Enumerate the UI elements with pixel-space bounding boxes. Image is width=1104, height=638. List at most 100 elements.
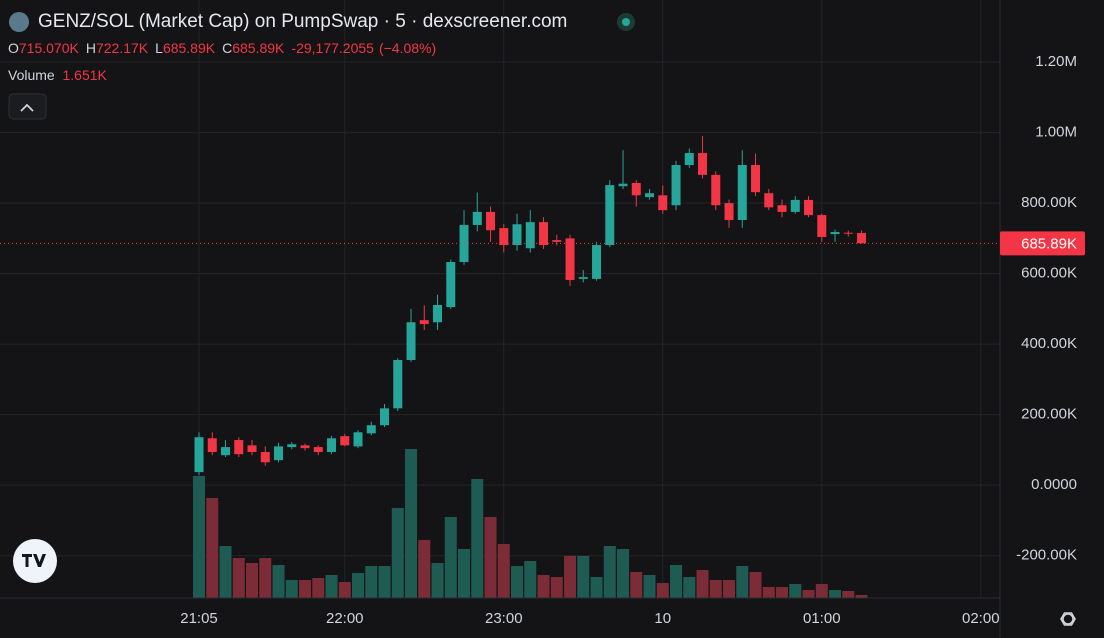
volume-bar <box>219 546 232 598</box>
y-tick-label: 1.00M <box>1035 124 1077 141</box>
tradingview-logo[interactable] <box>13 539 57 583</box>
candle-body <box>605 185 615 246</box>
candle-body <box>843 232 853 234</box>
volume-bar <box>193 476 206 598</box>
volume-bar <box>762 587 775 598</box>
candle-body <box>234 440 244 455</box>
candle-body <box>658 195 668 211</box>
volume-bar <box>709 580 722 598</box>
volume-bar <box>789 584 802 598</box>
volume-bar <box>365 566 378 598</box>
ohlc-value: 722.17K <box>95 40 149 56</box>
x-tick-label: 02:00 <box>962 610 1000 627</box>
candle-body <box>711 174 721 206</box>
y-tick-label: 0.0000 <box>1031 476 1077 493</box>
volume-bar <box>617 549 630 598</box>
candle-body <box>539 222 549 246</box>
volume-bar <box>299 580 312 598</box>
candle-body <box>472 211 482 225</box>
ohlc-value: 685.89K <box>232 40 285 56</box>
volume-bar <box>564 556 577 598</box>
volume-legend: Volume 1.651K <box>8 67 107 83</box>
candle-body <box>194 437 204 473</box>
candle-body <box>552 240 562 242</box>
volume-bar <box>405 449 418 598</box>
volume-bar <box>802 590 815 598</box>
volume-bar <box>511 566 524 598</box>
candle-body <box>764 193 774 208</box>
candle-body <box>313 447 323 453</box>
candle-body <box>247 445 257 453</box>
change: -29,177.2055 <box>291 40 374 56</box>
candle-body <box>287 444 297 448</box>
change-pct: (−4.08%) <box>378 40 437 56</box>
volume-bar <box>325 575 338 598</box>
candle-body <box>618 183 628 187</box>
token-icon <box>9 12 29 32</box>
candle-body <box>817 215 827 237</box>
ohlc-value: 715.070K <box>18 40 79 56</box>
ohlc-key: O <box>8 40 19 56</box>
candle-body <box>857 233 867 244</box>
candle-body <box>684 153 694 166</box>
collapse-button[interactable] <box>8 93 47 120</box>
y-tick-label: 200.00K <box>1021 406 1077 423</box>
volume-bar <box>338 582 351 598</box>
candle-body <box>777 205 787 212</box>
volume-bar <box>352 573 365 598</box>
volume-bar <box>524 561 537 598</box>
volume-bar <box>749 572 762 598</box>
ohlc-key: L <box>155 40 163 56</box>
candle-body <box>565 238 575 280</box>
volume-bar <box>696 570 709 598</box>
candle-body <box>499 228 509 246</box>
candle-body <box>486 211 496 231</box>
volume-bar <box>670 565 683 598</box>
volume-name: Volume <box>8 67 55 83</box>
volume-bar <box>471 479 484 598</box>
title: GENZ/SOL (Market Cap) on PumpSwap · 5 · … <box>38 11 568 32</box>
candle-body <box>274 446 284 461</box>
candle-body <box>380 408 390 426</box>
volume-bar <box>683 577 696 598</box>
volume-bar <box>378 566 391 598</box>
volume-bar <box>497 544 510 598</box>
x-tick-label: 01:00 <box>803 610 841 627</box>
y-tick-label: 1.20M <box>1035 53 1077 70</box>
ohlc-key: H <box>85 40 96 56</box>
volume-bar <box>776 587 789 598</box>
volume-bar <box>829 590 842 598</box>
candle-body <box>592 245 602 279</box>
settings-icon[interactable] <box>1060 612 1076 626</box>
volume-bar <box>206 498 219 598</box>
candle-body <box>698 153 708 175</box>
volume-bar <box>842 591 855 598</box>
volume-value: 1.651K <box>62 67 107 83</box>
candle-body <box>751 165 761 193</box>
candle-body <box>393 359 403 409</box>
candle-body <box>512 224 522 246</box>
candle-body <box>419 320 429 325</box>
volume-bar <box>630 572 643 598</box>
y-tick-label: 400.00K <box>1021 335 1077 352</box>
candle-body <box>737 165 747 221</box>
volume-bar <box>431 563 444 598</box>
ohlc-value: 685.89K <box>162 40 216 56</box>
y-tick-label: 600.00K <box>1021 265 1077 282</box>
candle-body <box>207 438 217 453</box>
volume-bar <box>312 578 325 598</box>
candle-body <box>645 193 655 198</box>
x-tick-label: 21:05 <box>180 610 218 627</box>
volume-bar <box>855 594 868 598</box>
volume-bar <box>285 580 298 598</box>
volume-bar <box>484 517 497 598</box>
candle-body <box>366 425 376 434</box>
candle-body <box>790 199 800 212</box>
status-dot <box>622 18 630 26</box>
price-label: 685.89K <box>1021 235 1077 252</box>
volume-bar <box>550 577 563 598</box>
ohlc-key: C <box>222 40 233 56</box>
candle-body <box>406 322 416 360</box>
